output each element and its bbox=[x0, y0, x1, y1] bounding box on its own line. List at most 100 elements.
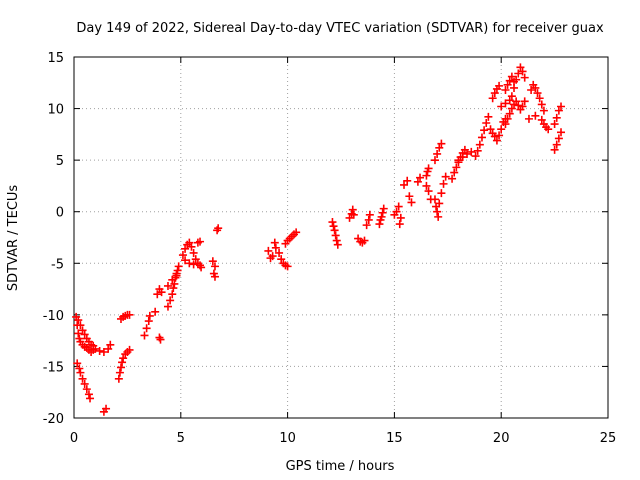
data-point bbox=[433, 149, 442, 158]
data-point bbox=[492, 136, 501, 145]
data-point bbox=[458, 153, 467, 162]
data-point bbox=[170, 279, 179, 288]
data-point bbox=[189, 248, 198, 257]
data-point bbox=[557, 102, 566, 111]
data-point bbox=[172, 271, 181, 280]
data-point bbox=[169, 284, 178, 293]
data-point bbox=[524, 114, 533, 123]
data-point bbox=[362, 221, 371, 230]
data-point bbox=[403, 176, 412, 185]
data-point bbox=[435, 143, 444, 152]
data-point bbox=[379, 204, 388, 213]
x-axis-label: GPS time / hours bbox=[286, 459, 395, 474]
x-tick-label: 0 bbox=[70, 431, 78, 446]
data-point bbox=[73, 359, 82, 368]
data-point bbox=[125, 310, 134, 319]
y-tick-label: 0 bbox=[56, 206, 64, 221]
data-point bbox=[82, 385, 91, 394]
data-points bbox=[72, 63, 566, 416]
data-point bbox=[550, 120, 559, 129]
data-point bbox=[377, 212, 386, 221]
data-point bbox=[191, 255, 200, 264]
data-point bbox=[116, 363, 125, 372]
data-point bbox=[275, 248, 284, 257]
data-point bbox=[463, 149, 472, 158]
data-point bbox=[497, 102, 506, 111]
data-point bbox=[140, 331, 149, 340]
data-point bbox=[454, 156, 463, 165]
data-point bbox=[516, 63, 525, 72]
data-point bbox=[74, 329, 83, 338]
y-axis-label: SDTVAR / TECUs bbox=[6, 185, 21, 292]
data-point bbox=[435, 199, 444, 208]
data-point bbox=[501, 120, 510, 129]
data-point bbox=[145, 311, 154, 320]
chart-title: Day 149 of 2022, Sidereal Day-to-day VTE… bbox=[76, 21, 604, 36]
data-point bbox=[535, 94, 544, 103]
data-point bbox=[168, 290, 177, 299]
data-point bbox=[189, 260, 198, 269]
data-point bbox=[475, 140, 484, 149]
data-point bbox=[537, 115, 546, 124]
data-point bbox=[210, 262, 219, 271]
data-point bbox=[364, 215, 373, 224]
data-point bbox=[467, 147, 476, 156]
data-point bbox=[394, 202, 403, 211]
data-point bbox=[503, 114, 512, 123]
data-point bbox=[514, 69, 523, 78]
data-point bbox=[84, 390, 93, 399]
data-point bbox=[505, 76, 514, 85]
data-point bbox=[501, 86, 510, 95]
data-point bbox=[292, 228, 301, 237]
data-point bbox=[433, 207, 442, 216]
x-tick-label: 20 bbox=[493, 431, 510, 446]
data-point bbox=[119, 354, 128, 363]
axis-ticks: 0 5 10 15 20 25 15 10 5 0 -5 -10 -15 -20 bbox=[43, 51, 617, 446]
data-point bbox=[349, 210, 358, 219]
data-point bbox=[518, 102, 527, 111]
data-point bbox=[166, 296, 175, 305]
data-point bbox=[157, 288, 166, 297]
data-point bbox=[392, 207, 401, 216]
data-point bbox=[348, 205, 357, 214]
data-point bbox=[488, 94, 497, 103]
data-point bbox=[332, 236, 341, 245]
y-tick-label: 10 bbox=[47, 103, 64, 118]
y-tick-label: -20 bbox=[43, 412, 64, 427]
data-point bbox=[441, 172, 450, 181]
data-point bbox=[518, 67, 527, 76]
data-point bbox=[510, 77, 519, 86]
data-point bbox=[507, 92, 516, 101]
data-point bbox=[185, 259, 194, 268]
data-point bbox=[395, 220, 404, 229]
data-point bbox=[99, 347, 108, 356]
data-point bbox=[181, 256, 190, 265]
data-point bbox=[437, 189, 446, 198]
data-point bbox=[486, 125, 495, 134]
data-point bbox=[503, 80, 512, 89]
data-point bbox=[520, 73, 529, 82]
y-tick-label: -5 bbox=[51, 257, 64, 272]
data-point bbox=[185, 238, 194, 247]
data-point bbox=[268, 252, 277, 261]
y-tick-label: -15 bbox=[43, 360, 64, 375]
data-point bbox=[424, 187, 433, 196]
data-point bbox=[95, 346, 104, 355]
data-point bbox=[178, 251, 187, 260]
y-tick-label: -10 bbox=[43, 309, 64, 324]
data-point bbox=[328, 218, 337, 227]
data-point bbox=[365, 210, 374, 219]
data-point bbox=[208, 257, 217, 266]
data-point bbox=[533, 89, 542, 98]
data-point bbox=[270, 238, 279, 247]
x-tick-label: 15 bbox=[386, 431, 403, 446]
data-point bbox=[75, 364, 84, 373]
data-point bbox=[430, 195, 439, 204]
data-point bbox=[497, 125, 506, 134]
data-point bbox=[512, 97, 521, 106]
data-point bbox=[142, 324, 151, 333]
data-point bbox=[144, 317, 153, 326]
data-point bbox=[460, 145, 469, 154]
data-point bbox=[360, 236, 369, 245]
data-point bbox=[102, 404, 111, 413]
